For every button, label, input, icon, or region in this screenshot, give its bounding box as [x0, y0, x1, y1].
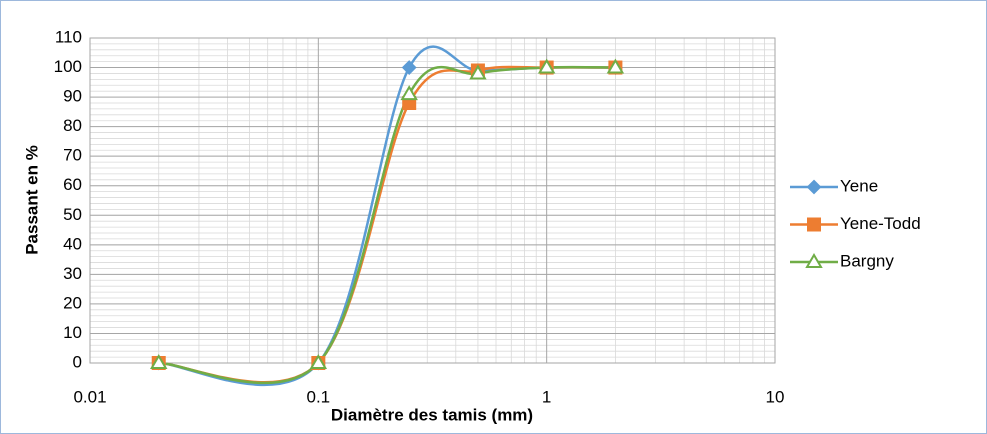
- marker: [400, 85, 418, 101]
- y-tick-label: 70: [63, 146, 82, 165]
- x-axis-label: Diamètre des tamis (mm): [331, 405, 533, 424]
- plot-area: [90, 38, 775, 363]
- y-tick-label: 90: [63, 87, 82, 106]
- x-tick-label: 10: [766, 387, 785, 406]
- legend-label: Yene-Todd: [840, 214, 921, 233]
- marker: [149, 354, 168, 369]
- marker: [401, 60, 417, 75]
- y-tick-label: 20: [63, 293, 82, 312]
- legend-marker: [806, 179, 822, 195]
- legend-label: Bargny: [840, 251, 894, 270]
- y-tick-label: 60: [63, 175, 82, 194]
- marker: [606, 58, 625, 74]
- x-tick-label: 1: [542, 387, 551, 406]
- x-tick-label: 0.01: [73, 387, 106, 406]
- y-tick-label: 110: [55, 27, 82, 46]
- marker: [309, 354, 328, 369]
- y-tick-label: 50: [63, 205, 82, 224]
- legend-marker: [805, 253, 823, 268]
- x-tick-label: 0.1: [307, 387, 331, 406]
- marker: [537, 58, 556, 74]
- y-tick-label: 80: [63, 116, 82, 135]
- marker: [469, 64, 487, 80]
- legend-label: Yene: [840, 176, 878, 195]
- y-axis-label: Passant en %: [22, 145, 41, 255]
- y-tick-label: 40: [63, 234, 82, 253]
- plot-frame: [89, 37, 776, 364]
- y-tick-label: 100: [54, 57, 82, 76]
- y-tick-label: 10: [63, 323, 82, 342]
- y-tick-label: 30: [63, 264, 82, 283]
- y-tick-label: 0: [73, 352, 82, 371]
- legend-marker: [807, 217, 821, 232]
